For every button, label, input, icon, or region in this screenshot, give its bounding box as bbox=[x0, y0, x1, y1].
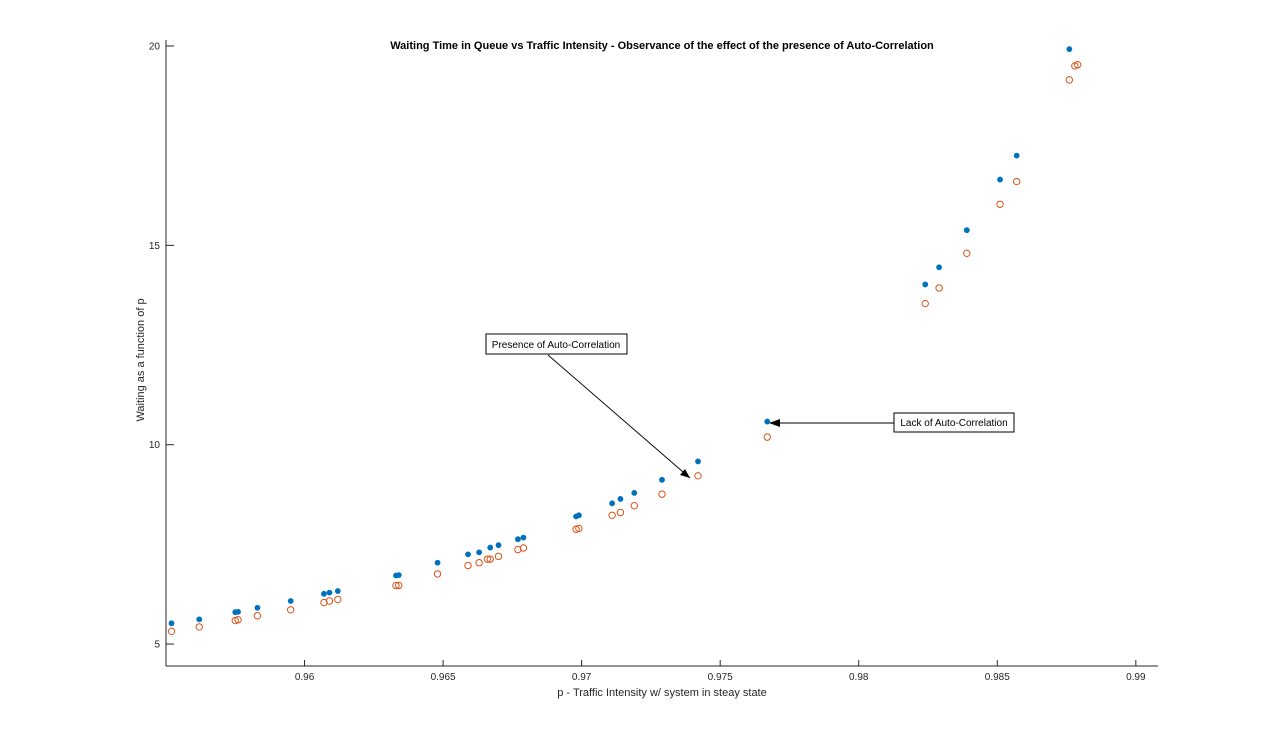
annotation-box-presence bbox=[485, 333, 628, 355]
open-data-point bbox=[996, 200, 1004, 208]
open-data-point bbox=[195, 623, 203, 631]
filled-data-point bbox=[487, 544, 494, 551]
open-data-point bbox=[320, 598, 328, 607]
open-data-point bbox=[325, 597, 334, 605]
open-data-point bbox=[658, 490, 666, 498]
open-data-point bbox=[234, 616, 242, 624]
filled-data-point bbox=[575, 512, 582, 519]
annotation-label-lack: Lack of Auto-Correlation bbox=[900, 418, 1007, 429]
filled-data-point bbox=[631, 490, 638, 496]
filled-data-point bbox=[495, 542, 502, 549]
open-data-point bbox=[494, 552, 503, 561]
filled-data-point bbox=[609, 500, 616, 507]
x-tick-label: 0.985 bbox=[985, 672, 1010, 683]
open-data-point bbox=[519, 544, 528, 552]
annotation-box-lack bbox=[893, 412, 1015, 433]
open-data-point bbox=[286, 606, 295, 614]
y-tick-label: 10 bbox=[149, 440, 161, 451]
open-data-point bbox=[464, 561, 472, 570]
filled-data-point bbox=[465, 551, 471, 558]
filled-data-point bbox=[334, 588, 341, 594]
filled-data-point bbox=[1013, 152, 1020, 159]
open-data-point bbox=[395, 581, 403, 590]
filled-data-point bbox=[326, 589, 333, 596]
annotation-label-presence: Presence of Auto-Correlation bbox=[492, 340, 620, 351]
filled-data-point bbox=[287, 598, 294, 604]
filled-data-point bbox=[434, 559, 441, 566]
data-points bbox=[167, 46, 1082, 636]
y-tick-label: 5 bbox=[154, 640, 160, 651]
filled-data-point bbox=[235, 608, 241, 615]
open-data-point bbox=[167, 627, 176, 636]
filled-data-point bbox=[695, 458, 701, 465]
open-data-point bbox=[963, 249, 971, 258]
filled-data-point bbox=[395, 572, 402, 578]
x-tick-label: 0.965 bbox=[431, 672, 456, 683]
x-tick-label: 0.975 bbox=[708, 672, 733, 683]
series-1 bbox=[168, 46, 1073, 627]
open-data-point bbox=[475, 559, 483, 567]
y-tick-label: 15 bbox=[149, 241, 161, 252]
x-tick-label: 0.98 bbox=[849, 672, 869, 683]
open-data-point bbox=[334, 595, 342, 604]
filled-data-point bbox=[515, 536, 521, 543]
open-data-point bbox=[253, 612, 262, 620]
filled-data-point bbox=[520, 534, 527, 541]
filled-data-point bbox=[476, 549, 483, 556]
series-2 bbox=[167, 61, 1082, 636]
open-data-point bbox=[921, 299, 929, 308]
open-data-point bbox=[392, 581, 400, 590]
filled-data-point bbox=[168, 620, 175, 627]
filled-data-point bbox=[321, 590, 327, 597]
y-ticks: 5 10 15 20 bbox=[149, 41, 174, 651]
open-data-point bbox=[433, 570, 442, 578]
y-tick-label: 20 bbox=[149, 41, 161, 52]
axes bbox=[165, 40, 1158, 667]
open-data-point bbox=[575, 524, 583, 533]
filled-data-point bbox=[997, 176, 1003, 183]
filled-data-point bbox=[254, 604, 261, 611]
annotation-presence: Presence of Auto-Correlation bbox=[485, 333, 691, 479]
y-axis-label: Waiting as a function of p bbox=[135, 298, 147, 421]
filled-data-point bbox=[196, 616, 203, 623]
open-data-point bbox=[1012, 177, 1021, 186]
arrowhead-lack bbox=[769, 419, 780, 427]
arrowhead-presence bbox=[680, 469, 690, 478]
open-data-point bbox=[630, 502, 638, 510]
open-data-point bbox=[514, 545, 522, 554]
annotation-arrow-presence bbox=[547, 354, 691, 479]
open-data-point bbox=[486, 555, 494, 563]
x-ticks: 0.96 0.965 0.97 0.975 0.98 0.985 0.99 bbox=[295, 660, 1146, 683]
open-data-point bbox=[1073, 61, 1082, 69]
x-tick-label: 0.99 bbox=[1126, 672, 1146, 683]
filled-data-point bbox=[764, 418, 771, 425]
filled-data-point bbox=[922, 281, 929, 288]
open-data-point bbox=[763, 433, 771, 441]
open-data-point bbox=[1065, 76, 1074, 84]
x-axis-label: p - Traffic Intensity w/ system in steay… bbox=[557, 687, 766, 699]
filled-data-point bbox=[936, 264, 942, 271]
annotation-lack: Lack of Auto-Correlation bbox=[769, 412, 1015, 433]
filled-data-point bbox=[963, 227, 970, 234]
x-tick-label: 0.96 bbox=[295, 672, 315, 683]
open-data-point bbox=[694, 472, 702, 480]
open-data-point bbox=[935, 284, 943, 292]
filled-data-point bbox=[1066, 46, 1073, 53]
filled-data-point bbox=[617, 496, 624, 502]
open-data-point bbox=[616, 508, 625, 517]
open-data-point bbox=[483, 555, 492, 563]
chart-title: Waiting Time in Queue vs Traffic Intensi… bbox=[390, 40, 934, 52]
x-tick-label: 0.97 bbox=[572, 672, 592, 683]
filled-data-point bbox=[659, 476, 665, 483]
open-data-point bbox=[608, 511, 616, 519]
